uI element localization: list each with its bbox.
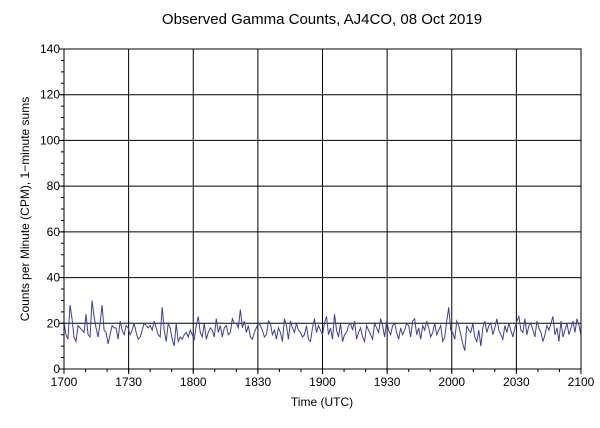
x-tick-label: 1830 — [245, 375, 272, 389]
x-tick-label: 1930 — [374, 375, 401, 389]
y-axis: 0 20 40 60 80 100 120 140 — [40, 42, 64, 376]
x-tick-label: 1800 — [180, 375, 207, 389]
x-axis-label: Time (UTC) — [291, 395, 353, 409]
x-tick-label: 2000 — [438, 375, 465, 389]
x-tick-label: 1900 — [309, 375, 336, 389]
y-tick-label: 80 — [47, 179, 61, 193]
chart-title: Observed Gamma Counts, AJ4CO, 08 Oct 201… — [162, 11, 482, 28]
x-tick-label: 1700 — [51, 375, 78, 389]
x-tick-label: 1730 — [115, 375, 142, 389]
plot-frame — [63, 48, 582, 370]
y-tick-label: 120 — [40, 88, 60, 102]
x-tick-label: 2030 — [503, 375, 530, 389]
y-tick-label: 100 — [40, 133, 60, 147]
series-line-gamma-counts — [63, 300, 582, 351]
y-tick-label: 20 — [47, 316, 61, 330]
y-tick-label: 140 — [40, 42, 60, 56]
y-tick-label: 60 — [47, 225, 61, 239]
y-tick-label: 40 — [47, 271, 61, 285]
y-tick-label: 0 — [53, 362, 60, 376]
x-tick-label: 2100 — [568, 375, 595, 389]
x-axis: 1700 1730 1800 1830 1900 1930 2000 2030 2100 — [51, 369, 595, 389]
y-axis-label: Counts per Minute (CPM), 1−minute sums — [18, 97, 32, 321]
